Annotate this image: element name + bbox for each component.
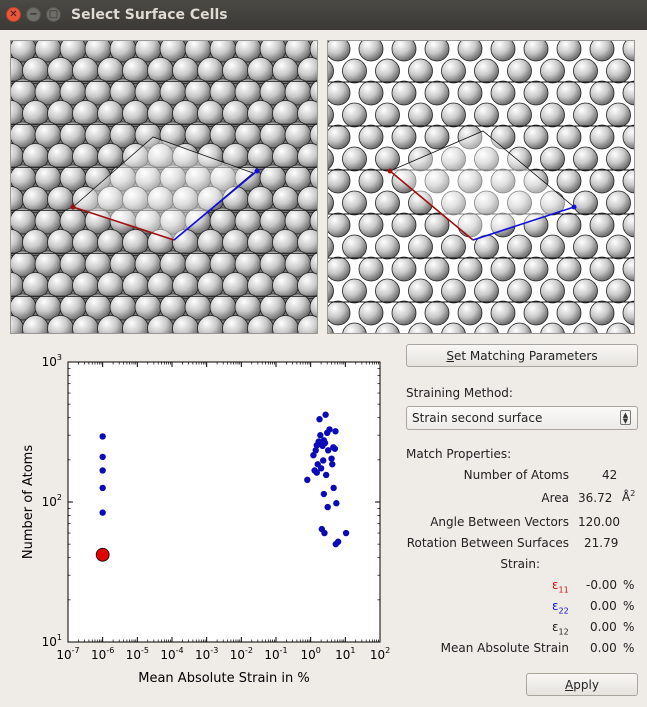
match-point: [320, 457, 327, 464]
x-tick-label: 101: [335, 646, 355, 662]
number-of-atoms-label: Number of Atoms: [463, 468, 569, 482]
match-point: [99, 467, 106, 474]
y-axis-label: Number of Atoms: [21, 445, 36, 559]
scatter-chart: 10-7 10-6 10-5 10-4 10-3 10-2 10-1 100 101 102 101…: [21, 353, 390, 686]
match-point: [329, 461, 336, 468]
match-point: [324, 503, 331, 511]
match-point: [312, 447, 319, 454]
match-point: [99, 509, 106, 516]
vector-a: [389, 170, 474, 241]
y-tick-label: 102: [42, 493, 62, 509]
x-axis-label: Mean Absolute Strain in %: [138, 671, 309, 686]
set-matching-label: et Matching Parameters: [454, 348, 598, 363]
match-point: [321, 529, 328, 537]
x-tick-label: 10-6: [91, 646, 114, 662]
match-point: [326, 426, 333, 433]
match-point: [313, 469, 320, 476]
match-point: [342, 529, 350, 537]
first-surface-view[interactable]: [10, 40, 318, 334]
e22-label: ε22: [552, 599, 569, 616]
x-tick-label: 100: [300, 646, 320, 662]
updown-arrow-icon: ▲ ▼: [620, 410, 631, 425]
match-point: [322, 471, 330, 479]
window-title: Select Surface Cells: [71, 7, 228, 23]
e22-percent: %: [623, 599, 635, 613]
x-tick-label: 10-7: [56, 646, 79, 662]
straining-method-value: Strain second surface: [412, 411, 543, 425]
mnemonic-s: S: [446, 348, 455, 363]
match-point: [322, 411, 329, 418]
match-point: [328, 455, 335, 462]
e11-percent: %: [623, 578, 635, 592]
e12-label: ε12: [552, 620, 569, 637]
second-surface-image: [328, 41, 634, 333]
vector-a: [72, 206, 175, 241]
rotation-between-surfaces-value: 21.79: [584, 536, 619, 550]
e12-percent: %: [623, 620, 635, 634]
match-point: [331, 445, 339, 452]
match-point: [324, 447, 332, 454]
y-tick-label: 103: [42, 353, 62, 369]
straining-method-select[interactable]: Strain second surface ▲ ▼: [406, 406, 638, 430]
strain-atoms-plot[interactable]: 10-7 10-6 10-5 10-4 10-3 10-2 10-1 100 101 102 101…: [8, 344, 400, 694]
vector-b: [472, 206, 575, 241]
angle-between-vectors-value: 120.00: [578, 515, 620, 529]
area-label: Area: [541, 491, 569, 505]
e11-value: -0.00: [586, 578, 618, 592]
e12-value: 0.00: [590, 620, 617, 634]
x-tick-label: 10-4: [160, 646, 183, 662]
mean-absolute-strain-percent: %: [623, 641, 635, 655]
strain-label: Strain:: [500, 557, 540, 571]
match-point: [99, 484, 106, 492]
match-point: [304, 476, 311, 484]
mean-absolute-strain-value: 0.00: [590, 641, 617, 655]
x-tick-label: 10-1: [264, 646, 287, 662]
first-surface-image: [11, 41, 317, 333]
y-tick-label: 101: [42, 633, 62, 649]
match-point: [334, 538, 342, 545]
x-tick-label: 10-5: [126, 646, 149, 662]
angle-between-vectors-label: Angle Between Vectors: [430, 515, 569, 529]
mnemonic-a: A: [565, 677, 574, 692]
match-point: [317, 432, 324, 439]
maximize-icon[interactable]: □: [46, 7, 61, 22]
match-point: [315, 438, 322, 445]
match-properties-heading: Match Properties:: [406, 447, 512, 461]
vector-b: [173, 170, 258, 241]
area-value: 36.72: [578, 491, 613, 505]
match-point: [317, 465, 325, 472]
selected-match-point: [95, 547, 110, 562]
plot-area: [67, 361, 381, 643]
minimize-icon[interactable]: −: [26, 7, 41, 22]
straining-method-label: Straining Method:: [406, 386, 513, 400]
rotation-between-surfaces-label: Rotation Between Surfaces: [406, 536, 569, 550]
match-point: [99, 433, 106, 440]
close-icon[interactable]: ✕: [6, 7, 21, 22]
mean-absolute-strain-label: Mean Absolute Strain: [440, 641, 569, 655]
match-point: [99, 453, 106, 461]
x-tick-label: 102: [370, 646, 390, 662]
match-point: [333, 500, 340, 507]
x-tick-label: 10-3: [195, 646, 218, 662]
number-of-atoms-value: 42: [602, 468, 618, 482]
second-surface-view[interactable]: [327, 40, 635, 334]
apply-label: pply: [573, 677, 599, 692]
match-point: [320, 437, 328, 444]
atom-lattice: [11, 41, 317, 333]
match-point: [332, 428, 339, 435]
match-point: [310, 451, 317, 459]
area-unit: Å2: [622, 489, 636, 504]
e22-value: 0.00: [590, 599, 617, 613]
e11-label: ε11: [552, 578, 569, 595]
x-tick-label: 10-2: [230, 646, 253, 662]
match-point: [316, 416, 323, 423]
title-bar: ✕ − □ Select Surface Cells: [0, 0, 647, 30]
match-point: [320, 490, 328, 498]
match-point: [330, 484, 337, 492]
